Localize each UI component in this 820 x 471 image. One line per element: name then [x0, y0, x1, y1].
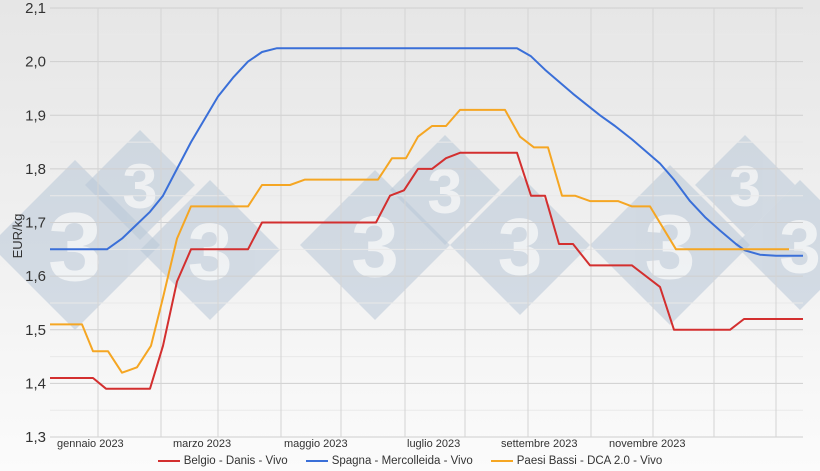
- y-axis: 2,1 2,0 1,9 1,8 1,7 1,6 1,5 1,4 1,3: [25, 0, 46, 446]
- y-tick-label: 2,1: [25, 0, 46, 17]
- svg-text:3: 3: [48, 193, 102, 302]
- chart-legend: Belgio - Danis - Vivo Spagna - Mercollei…: [0, 452, 820, 470]
- watermark-logo: 3: [0, 160, 160, 330]
- legend-item-spagna[interactable]: Spagna - Mercolleida - Vivo: [305, 452, 473, 470]
- x-tick-label: maggio 2023: [284, 438, 348, 450]
- chart-grid: [50, 7, 803, 438]
- svg-text:3: 3: [122, 152, 157, 222]
- y-tick-label: 1,7: [25, 215, 46, 232]
- y-axis-title: EUR/kg: [10, 214, 25, 259]
- legend-swatch-orange: [490, 460, 513, 462]
- y-tick-label: 1,5: [25, 322, 46, 339]
- series-line-1: [50, 47, 803, 257]
- watermark-logo: 3: [85, 130, 195, 240]
- y-tick-label: 1,3: [25, 429, 46, 446]
- watermark-logos: 333 333 333: [0, 130, 820, 330]
- svg-text:3: 3: [351, 200, 399, 296]
- legend-swatch-red: [157, 460, 180, 462]
- x-tick-label: marzo 2023: [173, 438, 231, 450]
- svg-text:3: 3: [779, 204, 820, 288]
- y-tick-label: 1,4: [25, 375, 46, 392]
- watermark-logo: 3: [735, 180, 820, 310]
- legend-swatch-blue: [305, 460, 328, 462]
- x-tick-label: novembre 2023: [609, 438, 685, 450]
- svg-text:3: 3: [729, 155, 761, 219]
- svg-text:3: 3: [188, 207, 233, 297]
- legend-label: Belgio - Danis - Vivo: [183, 455, 288, 467]
- series-line-2: [50, 108, 789, 374]
- y-tick-label: 1,8: [25, 161, 46, 178]
- y-tick-label: 1,6: [25, 268, 46, 285]
- y-tick-label: 1,9: [25, 107, 46, 124]
- x-tick-label: luglio 2023: [407, 438, 460, 450]
- y-tick-label: 2,0: [25, 54, 46, 71]
- svg-text:3: 3: [498, 202, 543, 292]
- legend-item-belgio[interactable]: Belgio - Danis - Vivo: [157, 452, 288, 470]
- legend-label: Spagna - Mercolleida - Vivo: [331, 455, 473, 467]
- svg-text:3: 3: [644, 197, 695, 299]
- legend-item-paesi-bassi[interactable]: Paesi Bassi - DCA 2.0 - Vivo: [490, 452, 663, 470]
- legend-label: Paesi Bassi - DCA 2.0 - Vivo: [516, 455, 663, 467]
- watermark-logo: 3: [450, 175, 590, 315]
- x-tick-label: gennaio 2023: [57, 438, 124, 450]
- x-axis: gennaio 2023 marzo 2023 maggio 2023 luglio …: [57, 438, 685, 450]
- series-line-0: [50, 151, 803, 390]
- x-tick-label: settembre 2023: [501, 438, 577, 450]
- chart-series: [50, 47, 803, 390]
